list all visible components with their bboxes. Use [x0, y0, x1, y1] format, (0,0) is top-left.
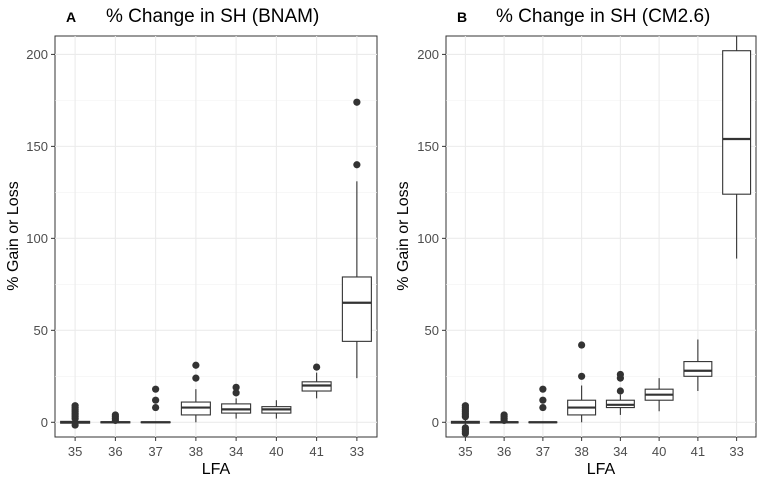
y-tick-label: 150: [26, 139, 48, 154]
box-33: [341, 98, 372, 379]
y-tick-label: 150: [417, 139, 439, 154]
y-tick-label: 0: [41, 415, 48, 430]
outlier-point: [539, 396, 547, 404]
outlier-point: [232, 389, 240, 397]
outlier-point: [353, 98, 361, 106]
box-37: [528, 385, 558, 424]
y-tick-label: 50: [425, 323, 439, 338]
outlier-point: [578, 341, 586, 349]
box-34: [221, 383, 252, 419]
x-tick-label: 36: [108, 444, 122, 459]
box-38: [180, 361, 211, 423]
box-34: [605, 370, 635, 415]
box-41: [301, 363, 332, 399]
box-40: [644, 378, 674, 412]
panel-b: B % Change in SH (CM2.6) 0 50 100 150 200 35…: [395, 6, 757, 478]
panel-a-title: % Change in SH (BNAM): [106, 6, 319, 27]
y-tick-label: 100: [26, 231, 48, 246]
panel-b-xlabel: LFA: [587, 461, 616, 478]
x-tick-label: 34: [229, 444, 243, 459]
outlier-point: [461, 429, 469, 437]
box-iqr: [341, 276, 372, 342]
x-tick-label: 40: [269, 444, 283, 459]
panel-a-plot-area: [54, 35, 378, 438]
outlier-point: [539, 403, 547, 412]
panel-a-y-axis: 0 50 100 150 200: [26, 47, 55, 430]
y-tick-label: 200: [417, 47, 439, 62]
x-tick-label: 38: [189, 444, 203, 459]
box-41: [683, 339, 713, 392]
box-iqr: [722, 50, 752, 195]
y-tick-label: 0: [432, 415, 439, 430]
box-36: [489, 411, 519, 425]
x-tick-label: 38: [574, 444, 588, 459]
box-iqr: [683, 361, 713, 377]
x-tick-label: 35: [458, 444, 472, 459]
x-tick-label: 40: [652, 444, 666, 459]
box-35: [450, 402, 480, 437]
box-40: [261, 400, 292, 419]
x-tick-label: 33: [350, 444, 364, 459]
x-tick-label: 33: [729, 444, 743, 459]
box-36: [100, 411, 131, 425]
x-tick-label: 41: [309, 444, 323, 459]
outlier-point: [111, 411, 119, 419]
panel-a-marks: [60, 98, 372, 429]
outlier-point: [539, 385, 547, 393]
panel-b-grid: [446, 36, 756, 437]
outlier-point: [71, 402, 79, 410]
x-tick-label: 37: [148, 444, 162, 459]
outlier-point: [313, 363, 321, 371]
panel-b-title: % Change in SH (CM2.6): [496, 6, 710, 27]
y-tick-label: 100: [417, 231, 439, 246]
x-tick-label: 35: [68, 444, 82, 459]
outlier-point: [152, 385, 160, 393]
outlier-point: [500, 411, 508, 419]
x-tick-label: 37: [536, 444, 550, 459]
outlier-point: [152, 396, 160, 404]
outlier-point: [578, 372, 586, 380]
panel-b-ylabel: % Gain or Loss: [395, 181, 412, 290]
outlier-point: [192, 374, 200, 382]
box-33: [722, 36, 752, 259]
box-38: [567, 341, 597, 423]
box-37: [140, 385, 171, 424]
panel-a-x-axis: 35 36 37 38 34 40 41 33: [68, 437, 364, 459]
panel-a-letter: A: [66, 9, 76, 25]
panel-b-plot-area: [445, 35, 757, 438]
outlier-point: [616, 387, 624, 395]
panel-b-marks: [450, 36, 752, 437]
outlier-point: [616, 370, 624, 379]
outlier-point: [152, 403, 160, 412]
outlier-point: [232, 383, 240, 391]
outlier-point: [461, 402, 469, 410]
outlier-point: [71, 421, 79, 429]
y-tick-label: 200: [26, 47, 48, 62]
y-tick-label: 50: [34, 323, 48, 338]
x-tick-label: 34: [613, 444, 627, 459]
outlier-point: [192, 361, 200, 369]
outlier-point: [353, 161, 361, 169]
panel-b-x-axis: 35 36 37 38 34 40 41 33: [458, 437, 744, 459]
x-tick-label: 36: [497, 444, 511, 459]
box-35: [60, 402, 91, 429]
panel-b-letter: B: [457, 9, 467, 25]
x-tick-label: 41: [691, 444, 705, 459]
panel-b-y-axis: 0 50 100 150 200: [417, 47, 446, 430]
panel-a-ylabel: % Gain or Loss: [5, 181, 22, 290]
panel-a-xlabel: LFA: [202, 461, 231, 478]
